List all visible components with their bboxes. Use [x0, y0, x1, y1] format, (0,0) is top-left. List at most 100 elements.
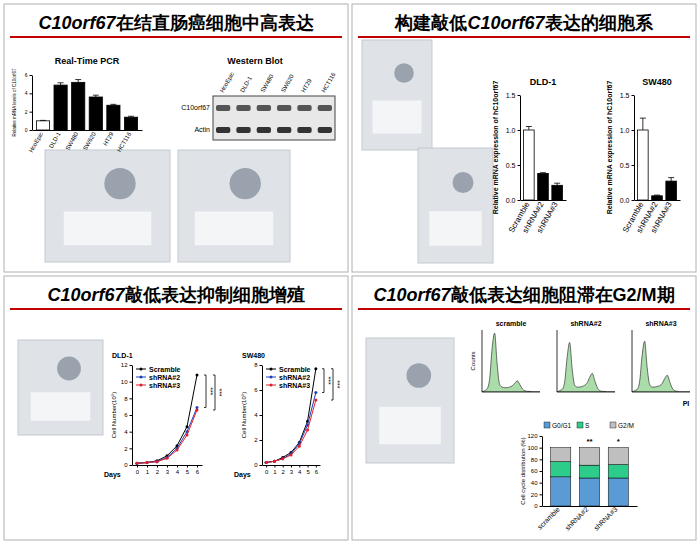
- tick: shRNA#3: [535, 200, 560, 235]
- legend-swatch: [577, 422, 583, 428]
- axis-title: Days: [234, 471, 251, 479]
- tick-label: HCT116: [116, 131, 132, 154]
- tick-mark: [130, 465, 133, 466]
- tick-label: 2: [156, 469, 160, 475]
- bar: [524, 130, 535, 200]
- significance-bracket: [322, 369, 324, 393]
- photo: [366, 338, 454, 463]
- tick-mark: [518, 200, 521, 201]
- lane-label: HT29: [300, 77, 313, 93]
- legend-swatch: [136, 369, 146, 370]
- axis: HcoEpicDLD-1SW480SW620HT29HCT116: [28, 131, 143, 154]
- legend-swatch: [270, 384, 273, 387]
- tick: 5: [186, 465, 190, 475]
- photo-frame: [362, 40, 432, 150]
- significance: ***: [207, 387, 214, 395]
- legend-label: Scramble: [149, 366, 181, 373]
- axis-title: Relative mRNA expression of hC10orf67: [606, 81, 614, 215]
- tick-label: shRNA#3: [592, 506, 618, 532]
- tick-label: 5: [306, 469, 310, 475]
- title-rule: [10, 36, 342, 38]
- tick-mark: [130, 382, 133, 383]
- legend-label: shRNA#3: [279, 382, 310, 389]
- axis-title: Cell cycle distribution (%): [520, 437, 526, 504]
- point: [314, 391, 317, 394]
- tick-label: 0: [25, 127, 28, 133]
- axis-line: [262, 366, 263, 466]
- tick-label: HT29: [102, 131, 115, 147]
- chart-title: SW480: [642, 77, 672, 87]
- axis: ScrambleshRNA#2shRNA#3: [507, 200, 567, 235]
- blot-band: [318, 127, 332, 133]
- tick-label: 1.0: [620, 127, 630, 134]
- bar: [54, 85, 67, 130]
- tick-label: 100: [527, 445, 538, 451]
- tick: HcoEpic: [28, 131, 44, 153]
- axis: 0.0 0.5 1.0 1.5: [620, 92, 635, 204]
- axis-title: Cell Number(10⁵): [241, 392, 247, 439]
- axis-line: [632, 330, 633, 392]
- point: [290, 454, 293, 457]
- significance: *: [617, 437, 621, 446]
- axis-title: Relative mRNA levels of C10orf67: [12, 68, 17, 137]
- tick: 8: [124, 396, 132, 402]
- bar: [538, 173, 549, 200]
- panel-title: C10orf67敲低表达抑制细胞增殖: [47, 285, 304, 305]
- point: [265, 461, 268, 464]
- tick: 2: [282, 465, 286, 475]
- tick-label: 4: [176, 469, 180, 475]
- error-bar: [128, 116, 134, 118]
- tick-label: 0.5: [620, 162, 630, 169]
- marks: [36, 80, 137, 130]
- photo-detail: [406, 363, 431, 388]
- point: [273, 460, 276, 463]
- error-bar: [540, 172, 546, 174]
- tick: 120: [527, 433, 542, 439]
- tick-label: DLD-1: [48, 131, 62, 150]
- point: [265, 461, 268, 464]
- photo: [45, 150, 170, 262]
- tick: 0: [124, 462, 132, 468]
- histogram-area: [632, 341, 690, 392]
- tick: shRNA#3: [592, 506, 618, 532]
- point: [314, 399, 317, 402]
- series-line: [266, 393, 316, 463]
- histogram-area: [557, 342, 615, 392]
- tick-mark: [130, 415, 133, 416]
- tick-label: 4: [25, 90, 28, 96]
- blot-band: [216, 127, 230, 133]
- point: [196, 374, 199, 377]
- bar: [552, 185, 563, 200]
- axis-title: PI: [683, 400, 690, 407]
- axis-line: [521, 200, 567, 201]
- tick-mark: [518, 165, 521, 166]
- chart: 0246HcoEpicDLD-1SW480SW620HT29HCT116Real…: [12, 56, 143, 153]
- bar-segment: [608, 448, 628, 465]
- tick: 10: [121, 379, 132, 385]
- tick: 1.5: [620, 92, 634, 99]
- marks: [482, 333, 540, 392]
- marks: [632, 341, 690, 392]
- bar: [124, 117, 137, 130]
- point: [265, 461, 268, 464]
- tick-label: 120: [527, 433, 538, 439]
- tick-mark: [30, 130, 33, 131]
- legend-swatch: [266, 369, 276, 370]
- axis: 0123456: [263, 465, 321, 475]
- tick: shRNA#2: [564, 506, 590, 532]
- tick-mark: [299, 465, 300, 468]
- point: [146, 461, 149, 464]
- tick-label: 6: [254, 387, 258, 393]
- tick-mark: [187, 465, 188, 468]
- photo-detail: [64, 212, 152, 246]
- bar-segment: [579, 478, 599, 506]
- significance: ***: [334, 380, 341, 388]
- tick: 0.0: [620, 197, 634, 204]
- axis-line: [557, 392, 615, 393]
- error-bar: [110, 104, 116, 106]
- tick-mark: [632, 130, 635, 131]
- point: [166, 457, 169, 460]
- point: [136, 462, 139, 465]
- tick: 40: [531, 480, 542, 486]
- marks: [265, 367, 318, 464]
